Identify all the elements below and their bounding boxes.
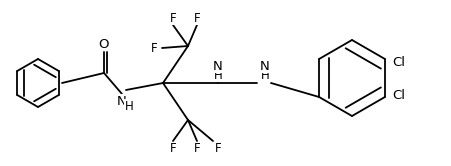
Text: F: F	[193, 11, 200, 25]
Text: F: F	[150, 42, 157, 54]
Text: F: F	[214, 142, 221, 156]
Text: N: N	[117, 94, 127, 108]
Text: H: H	[260, 69, 269, 82]
Text: Cl: Cl	[391, 88, 405, 101]
Text: N: N	[259, 59, 269, 73]
Text: F: F	[169, 142, 176, 156]
Text: Cl: Cl	[391, 55, 405, 69]
Text: O: O	[98, 38, 109, 50]
Text: F: F	[193, 142, 200, 156]
Text: H: H	[213, 69, 222, 82]
Text: N: N	[213, 59, 222, 73]
Text: F: F	[169, 11, 176, 25]
Text: H: H	[124, 99, 133, 113]
